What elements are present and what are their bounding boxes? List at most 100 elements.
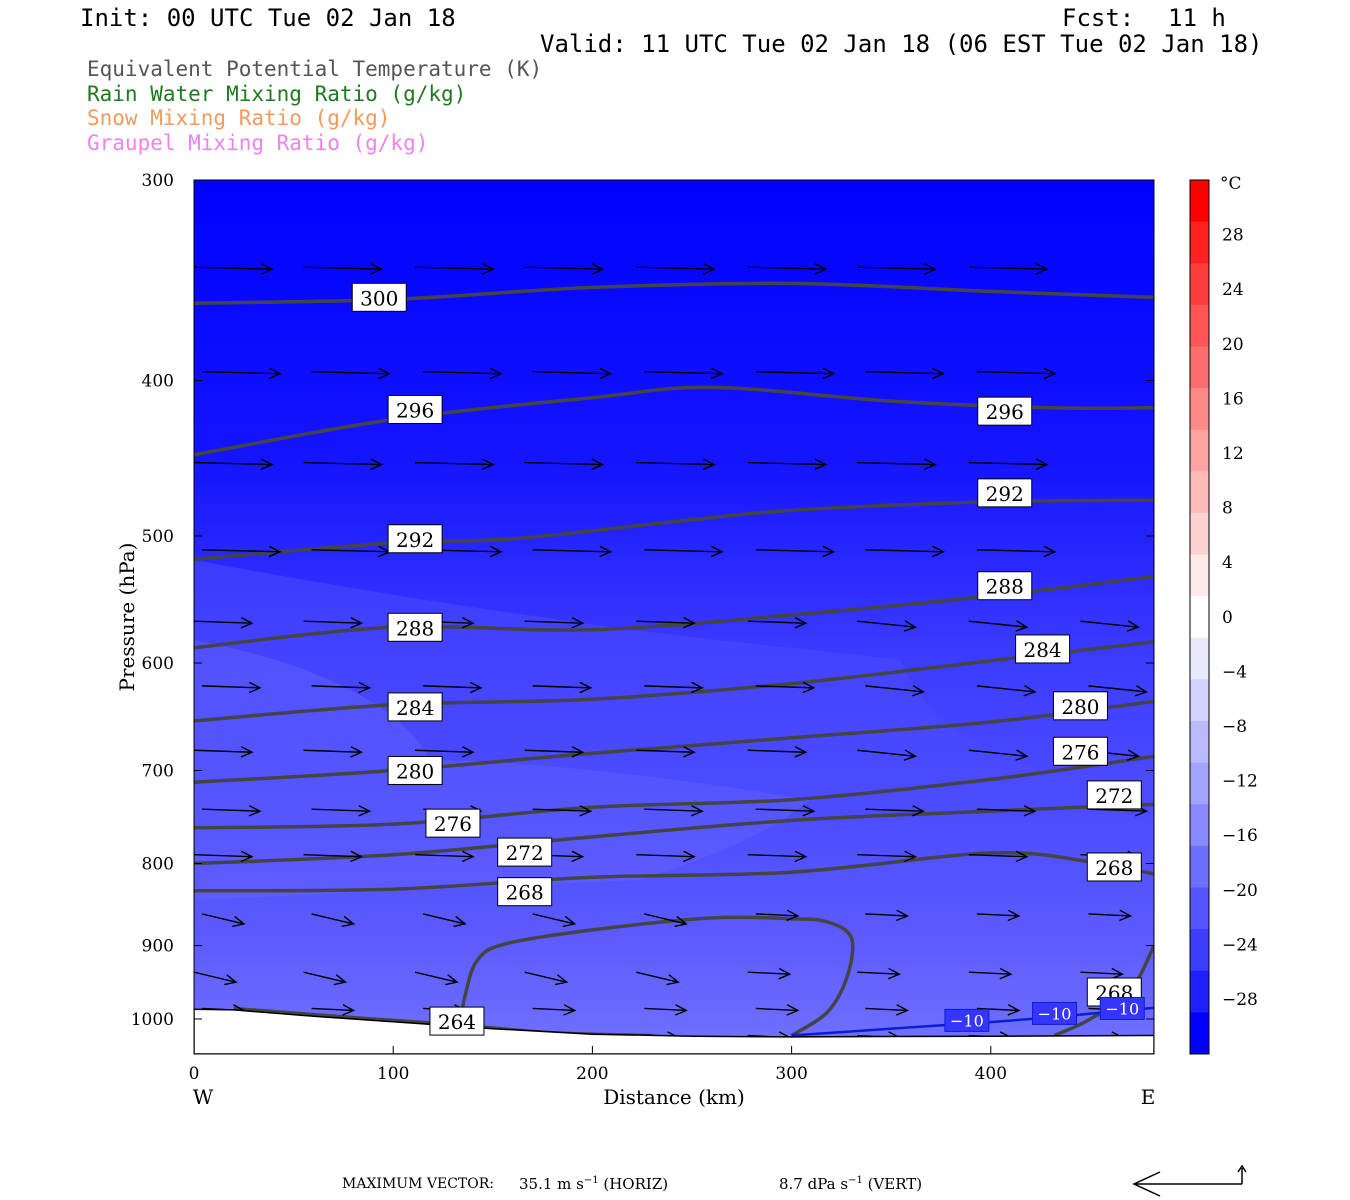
- colorbar-swatch: [1190, 887, 1209, 930]
- contour-label: 288: [986, 575, 1024, 599]
- wind-arrow: [636, 263, 716, 275]
- wind-arrow: [747, 616, 808, 629]
- contour-label-box: [977, 478, 1033, 508]
- colorbar-label: 0: [1222, 608, 1233, 628]
- contour-label-box: [387, 755, 443, 785]
- max-horiz-unit: (HORIZ): [598, 1175, 669, 1193]
- wind-arrow: [303, 746, 364, 758]
- wind-arrow: [968, 749, 1029, 761]
- wind-arrow: [201, 913, 246, 928]
- temperature-label-box: [944, 1008, 990, 1032]
- colorbar-swatch: [1190, 970, 1209, 1013]
- wind-arrow: [311, 681, 372, 694]
- wind-arrow: [1080, 620, 1141, 632]
- reference-vector-arrow: [1132, 1164, 1247, 1197]
- x-tick-label: 400: [975, 1064, 1007, 1084]
- wind-arrow: [976, 545, 1057, 558]
- contour-label: 276: [1061, 740, 1099, 764]
- wind-arrow: [747, 746, 808, 758]
- y-tick-label: 700: [142, 761, 174, 781]
- temperature-label: −10: [1105, 999, 1139, 1018]
- wind-arrow: [532, 805, 593, 817]
- wind-arrow: [1080, 967, 1125, 980]
- wind-arrow: [968, 850, 1029, 863]
- wind-arrow: [755, 909, 800, 922]
- colorbar-label: 12: [1222, 444, 1244, 464]
- contour-label-box: [1086, 780, 1142, 810]
- colorbar-swatch: [1190, 304, 1209, 347]
- wind-arrow: [423, 681, 483, 694]
- wind-arrow: [414, 971, 459, 986]
- contour-label-box: [429, 1006, 485, 1036]
- wind-arrow: [1088, 909, 1133, 922]
- y-tick-label: 1000: [131, 1010, 174, 1030]
- colorbar-swatch: [1190, 637, 1209, 680]
- wind-arrow: [865, 545, 945, 558]
- wind-arrow: [636, 850, 696, 863]
- wind-arrow: [968, 620, 1029, 632]
- colorbar-label: −4: [1222, 662, 1247, 682]
- wind-arrow: [857, 620, 917, 632]
- wind-arrow: [423, 367, 503, 380]
- wind-arrow: [755, 681, 816, 694]
- wind-arrow: [865, 1004, 909, 1016]
- wind-arrow: [636, 746, 696, 758]
- wind-arrow: [636, 458, 716, 471]
- wind-arrow: [311, 913, 356, 928]
- contour-label: 288: [396, 616, 434, 640]
- colorbar-swatch: [1190, 929, 1209, 972]
- colorbar-swatch: [1190, 721, 1209, 764]
- max-vert-exponent: −1: [848, 1175, 863, 1186]
- wind-arrow: [303, 263, 384, 275]
- wind-arrow: [532, 681, 593, 694]
- wind-arrow: [636, 971, 680, 986]
- wind-arrow: [415, 263, 495, 275]
- colorbar-swatch: [1190, 596, 1209, 639]
- contour-label: 268: [1095, 856, 1133, 880]
- forecast-hour-label: Fcst:: [1062, 4, 1135, 32]
- wind-arrow: [976, 367, 1057, 380]
- max-horiz-exponent: −1: [583, 1175, 599, 1186]
- wind-arrow: [524, 616, 585, 629]
- wind-arrow: [194, 263, 274, 275]
- wind-arrow: [524, 746, 585, 758]
- wind-arrow: [976, 805, 1037, 817]
- colorbar-swatch: [1190, 180, 1209, 223]
- contour-label-box: [387, 692, 443, 722]
- theta-e-contour-284: [194, 640, 1154, 723]
- y-tick-label: 300: [142, 171, 174, 191]
- contour-label: 276: [434, 812, 472, 836]
- colorbar-label: −12: [1222, 772, 1258, 792]
- contour-label-box: [1052, 736, 1108, 766]
- wind-arrow: [415, 850, 475, 863]
- wind-arrow: [201, 545, 282, 558]
- contour-label: 284: [396, 696, 434, 720]
- y-tick-label: 600: [142, 654, 174, 674]
- y-tick-label: 900: [142, 937, 174, 957]
- max-vert-unit: (VERT): [862, 1175, 923, 1193]
- legend-snow: Snow Mixing Ratio (g/kg): [87, 106, 391, 130]
- max-horiz-vector: 35.1 m s−1 (HORIZ): [519, 1175, 668, 1193]
- contour-label-box: [425, 808, 481, 838]
- colorbar-swatch: [1190, 388, 1209, 431]
- wind-arrow: [201, 367, 282, 380]
- wind-arrow: [747, 850, 808, 863]
- wind-arrow: [201, 805, 262, 817]
- wind-arrow: [636, 616, 696, 629]
- contour-label-box: [497, 837, 553, 867]
- contour-label: 284: [1023, 638, 1061, 662]
- wind-arrow: [311, 367, 392, 380]
- contour-label-box: [1086, 852, 1142, 882]
- wind-arrow: [532, 545, 613, 558]
- colorbar-swatch: [1190, 346, 1209, 389]
- theta-e-contour-296: [194, 385, 1154, 457]
- wind-arrow: [1088, 685, 1149, 697]
- wind-arrow: [644, 545, 724, 558]
- contour-label-box: [351, 282, 407, 312]
- contour-label: 296: [396, 398, 434, 422]
- x-tick-label: 200: [576, 1064, 608, 1084]
- valid-time: Valid: 11 UTC Tue 02 Jan 18 (06 EST Tue …: [540, 30, 1263, 58]
- wind-arrow: [194, 746, 254, 758]
- forecast-hour: 11 h: [1168, 4, 1226, 32]
